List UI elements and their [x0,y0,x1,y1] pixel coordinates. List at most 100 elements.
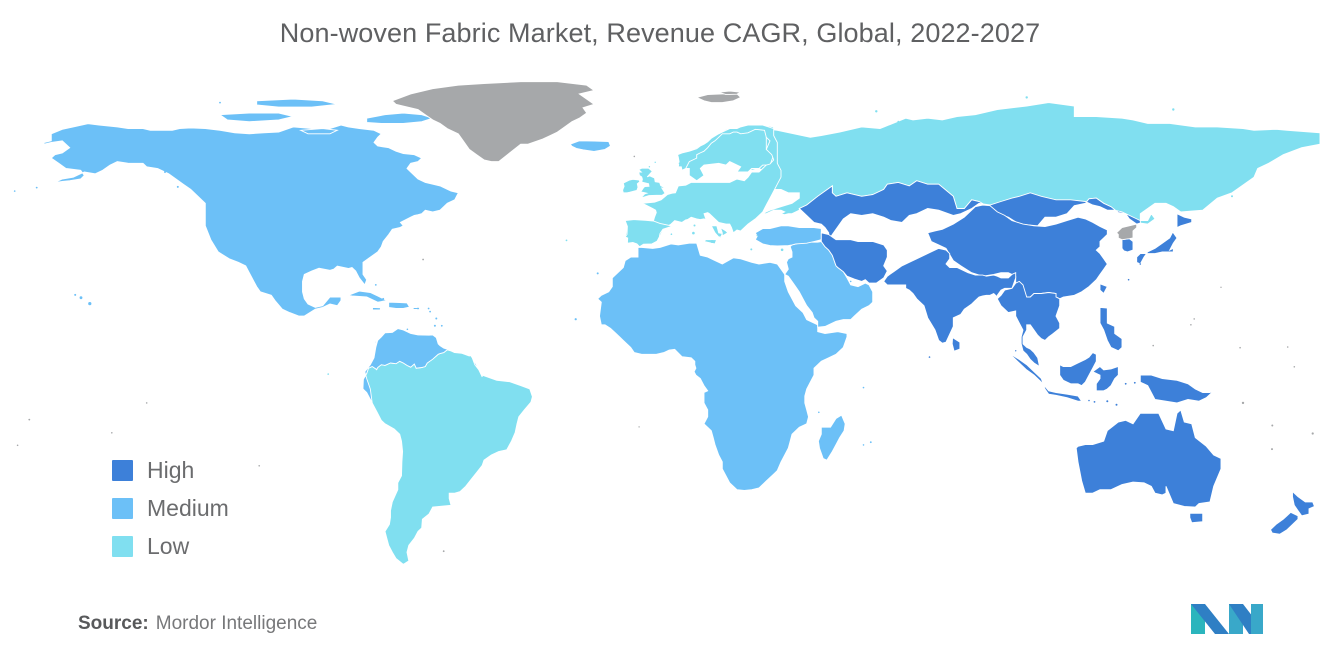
region-iran [820,232,888,284]
region-sumatra-java [1007,352,1083,402]
island-hawaii [79,296,83,300]
island-falklands [442,550,445,553]
island-faroe [633,155,636,158]
island-shetland [654,161,656,163]
island-cyprus [780,248,784,252]
region-king-william [298,128,339,135]
region-baffin-island [366,112,435,124]
island-marshall [1286,346,1289,348]
island-flores [1106,400,1109,403]
island-pohnpei [1239,346,1241,349]
region-africa [597,242,848,491]
island-timor [1115,403,1118,406]
region-ellesmere-queen-elizabeth [256,98,338,108]
region-scandinavia [676,124,775,182]
region-philippines [1099,306,1123,352]
island-kuril [1231,195,1233,198]
region-svalbard [695,93,742,104]
island-andaman [1015,350,1017,352]
island-solomon [1241,401,1245,405]
region-new-zealand-south [1269,511,1299,535]
island-easter [258,465,261,467]
island-bahamas-south [382,297,385,300]
island-fiji [1311,432,1314,435]
island-new-siberian [1172,108,1175,111]
legend-label-low: Low [147,532,190,559]
island-comoros [818,411,820,414]
island-belcher [363,174,366,177]
world-map-svg [13,81,1320,565]
island-corsica [693,224,696,227]
island-hawaii-big [88,302,92,306]
island-saipan [1193,318,1195,320]
island-seram [1133,381,1136,384]
page-title: Non-woven Fabric Market, Revenue CAGR, G… [279,18,1041,48]
region-group-islands [13,96,1314,553]
island-kiribati [1293,366,1296,368]
island-kauai [74,293,77,296]
island-crete [750,248,753,251]
region-greenland [391,81,596,163]
region-victoria-island [218,112,294,123]
source-value: Mordor Intelligence [155,613,318,634]
region-ireland [622,178,641,194]
island-alexander [164,171,166,173]
island-seychelles [862,386,865,389]
island-samoa [28,418,31,421]
region-group-high [798,180,1316,535]
island-curacao [406,328,409,331]
legend-swatch-high [112,459,133,481]
island-severnaya-zemlya [1025,96,1028,99]
legend-label-medium: Medium [147,494,229,521]
region-south-korea [1121,238,1134,253]
island-bermuda [422,258,424,261]
island-new-caledonia [1271,448,1273,451]
island-guam [1190,324,1192,326]
region-north-korea [1115,223,1138,241]
region-japan [1136,212,1193,265]
island-maluku [1124,382,1127,385]
island-prince-charles [347,127,350,130]
region-australia [1075,409,1222,508]
island-norway-coast [678,162,681,164]
island-sicily [710,240,714,243]
region-hispaniola [388,301,411,309]
source-attribution: Source: Mordor Intelligence [78,613,317,635]
island-barbados [440,324,443,327]
island-vanuatu [1271,424,1274,427]
island-azores [565,239,568,242]
island-minami [1220,286,1222,288]
island-bahamas [374,284,377,286]
island-saint-vincent [433,324,436,327]
legend-swatch-low [112,535,133,557]
region-sulawesi [1091,365,1119,392]
mordor-intelligence-logo-icon [1191,604,1263,634]
island-sakhalin [1181,196,1184,200]
island-devon [310,103,313,106]
region-turkey [754,225,822,247]
legend-item-low: Low [112,527,342,565]
island-ungava [391,153,394,156]
region-madagascar [817,414,846,461]
region-borneo [1059,352,1097,387]
region-central-asia-kazakhstan [798,180,1141,242]
region-iceland [569,140,612,152]
island-galapagos [327,373,330,375]
region-tasmania [1189,512,1204,524]
region-china [927,204,1108,300]
island-prince-patrick [219,101,221,104]
legend-item-high: High [112,451,342,489]
island-novaya-zemlya [875,110,878,113]
island-dominica [435,317,438,320]
island-iceland-north [593,145,595,147]
region-jamaica [372,306,382,311]
region-group-medium [43,98,874,491]
region-new-guinea [1139,374,1215,404]
island-canary [596,272,599,275]
island-kyushu-edge [1139,263,1142,265]
region-iberia [624,219,674,248]
island-mallorca [670,233,673,235]
island-bahrain [849,280,852,283]
region-group-no-data [391,81,1138,241]
